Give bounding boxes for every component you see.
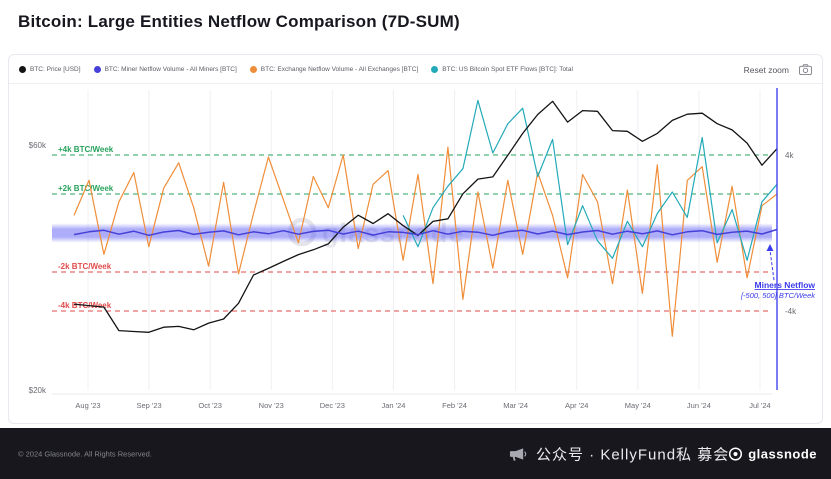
legend-item-exchange-netflow[interactable]: BTC: Exchange Netflow Volume - All Excha…: [249, 66, 419, 73]
page-title: Bitcoin: Large Entities Netflow Comparis…: [18, 12, 460, 31]
legend-item-miner-netflow[interactable]: BTC: Miner Netflow Volume - All Miners […: [93, 66, 237, 73]
svg-text:Jul '24: Jul '24: [749, 401, 770, 410]
svg-text:Feb '24: Feb '24: [442, 401, 467, 410]
copyright-text: © 2024 Glassnode. All Rights Reserved.: [18, 449, 152, 458]
bottom-bar: © 2024 Glassnode. All Rights Reserved. 公…: [0, 428, 831, 479]
legend-label-price: BTC: Price [USD]: [30, 66, 81, 73]
legend-label-etf-flows: BTC: US Bitcoin Spot ETF Flows [BTC]: To…: [442, 66, 573, 73]
svg-text:$60k: $60k: [29, 141, 47, 150]
svg-text:Aug '23: Aug '23: [75, 401, 100, 410]
svg-text:Dec '23: Dec '23: [320, 401, 345, 410]
exchange-series-dot: [249, 66, 257, 73]
glassnode-logo: glassnode: [728, 446, 817, 461]
svg-text:Nov '23: Nov '23: [259, 401, 284, 410]
channel-banner: 公众号 · KellyFund私 募会: [508, 443, 729, 464]
svg-text:Jun '24: Jun '24: [687, 401, 711, 410]
svg-text:May '24: May '24: [625, 401, 651, 410]
glassnode-icon: [729, 446, 743, 461]
price-series-dot: [19, 66, 26, 73]
svg-text:Miners Netflow: Miners Netflow: [755, 280, 816, 290]
svg-text:Apr '24: Apr '24: [565, 401, 589, 410]
svg-text:Sep '23: Sep '23: [136, 401, 161, 410]
legend-item-etf-flows[interactable]: BTC: US Bitcoin Spot ETF Flows [BTC]: To…: [431, 66, 573, 73]
legend-items: BTC: Price [USD] BTC: Miner Netflow Volu…: [19, 66, 744, 73]
megaphone-icon: [509, 447, 527, 461]
legend-label-exchange-netflow: BTC: Exchange Netflow Volume - All Excha…: [260, 66, 419, 73]
svg-text:Jan '24: Jan '24: [381, 401, 405, 410]
svg-text:Oct '23: Oct '23: [198, 401, 222, 410]
chart-legend: BTC: Price [USD] BTC: Miner Netflow Volu…: [9, 56, 822, 84]
svg-text:Mar '24: Mar '24: [503, 401, 528, 410]
chart-controls: Reset zoom: [744, 64, 812, 75]
svg-text:$20k: $20k: [29, 386, 47, 395]
reset-zoom-button[interactable]: Reset zoom: [743, 64, 789, 75]
svg-text:4k: 4k: [785, 151, 794, 160]
legend-item-price[interactable]: BTC: Price [USD]: [19, 66, 81, 73]
svg-text:-2k BTC/Week: -2k BTC/Week: [58, 262, 112, 271]
camera-icon[interactable]: [799, 64, 812, 75]
legend-label-miner-netflow: BTC: Miner Netflow Volume - All Miners […: [104, 66, 237, 73]
glassnode-wordmark: glassnode: [748, 446, 817, 461]
svg-text:[-500, 500] BTC/Week: [-500, 500] BTC/Week: [740, 291, 816, 300]
miner-series-dot: [93, 66, 101, 73]
svg-text:-4k: -4k: [785, 307, 797, 316]
etf-series-dot: [431, 66, 439, 73]
channel-text: 公众号 · KellyFund私 募会: [536, 446, 730, 463]
svg-text:+4k BTC/Week: +4k BTC/Week: [58, 145, 114, 154]
